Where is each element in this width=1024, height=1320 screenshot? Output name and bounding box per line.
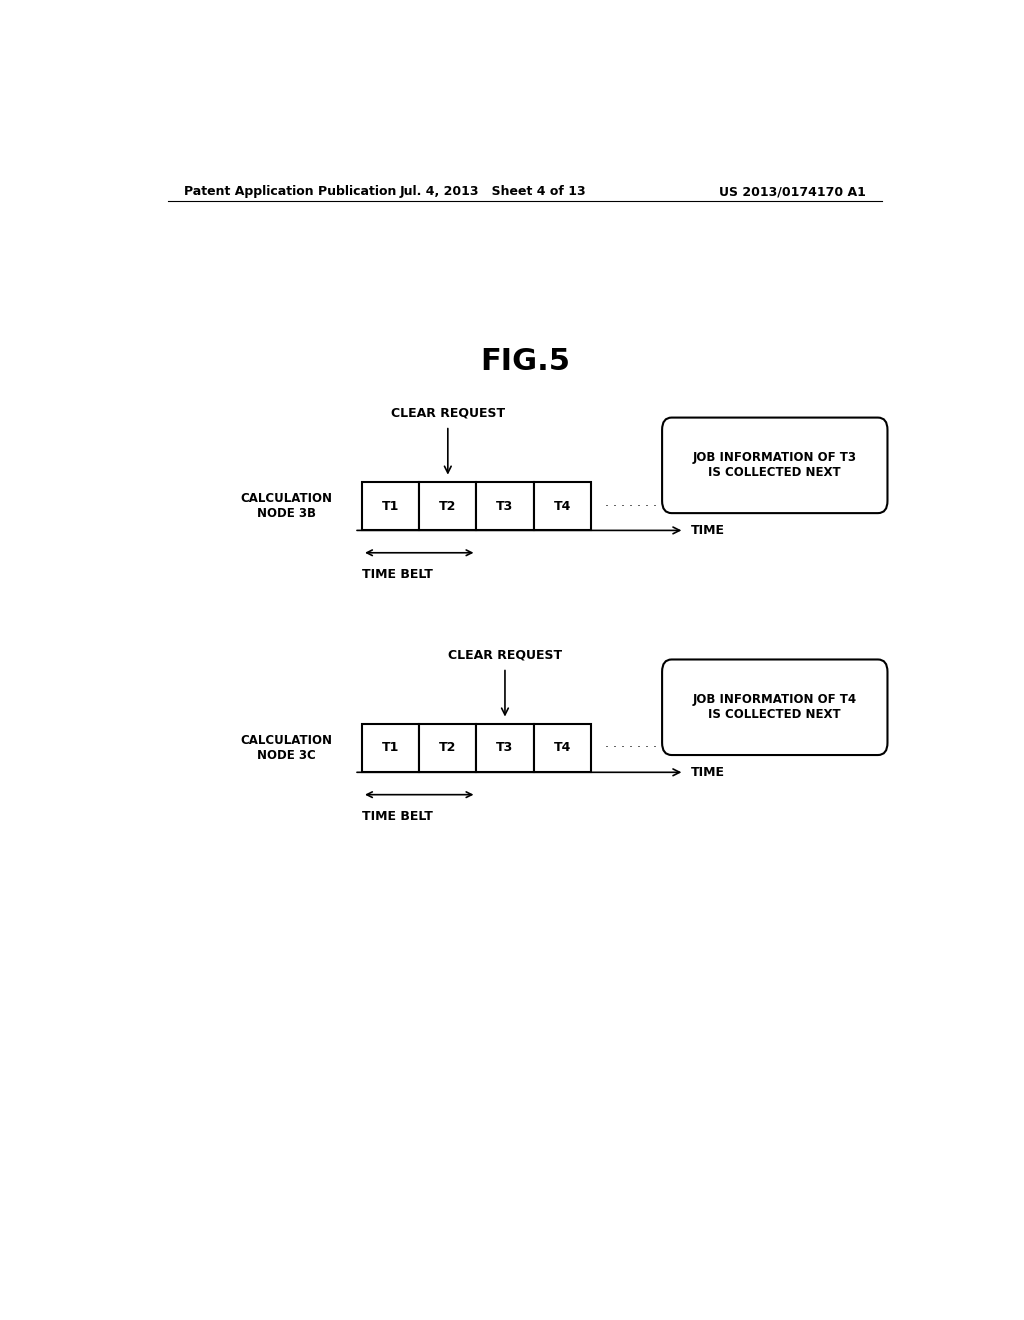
Bar (476, 482, 534, 531)
Text: TIME BELT: TIME BELT (362, 568, 433, 581)
Text: JOB INFORMATION OF T3
IS COLLECTED NEXT: JOB INFORMATION OF T3 IS COLLECTED NEXT (693, 451, 857, 479)
Bar (362, 482, 419, 531)
Text: Patent Application Publication: Patent Application Publication (183, 185, 396, 198)
Text: CLEAR REQUEST: CLEAR REQUEST (391, 407, 505, 420)
Text: · · · · · · ·: · · · · · · · (605, 742, 657, 755)
Text: T2: T2 (439, 499, 457, 512)
Bar (476, 723, 534, 772)
Bar (534, 482, 591, 531)
Text: TIME: TIME (690, 524, 725, 537)
Text: TIME BELT: TIME BELT (362, 810, 433, 822)
Text: JOB INFORMATION OF T4
IS COLLECTED NEXT: JOB INFORMATION OF T4 IS COLLECTED NEXT (692, 693, 857, 721)
Text: T3: T3 (497, 742, 514, 755)
FancyBboxPatch shape (663, 417, 888, 513)
Text: T2: T2 (439, 742, 457, 755)
Bar (534, 723, 591, 772)
Text: US 2013/0174170 A1: US 2013/0174170 A1 (719, 185, 866, 198)
Text: T4: T4 (553, 499, 570, 512)
Text: T1: T1 (382, 499, 399, 512)
Bar (419, 482, 476, 531)
Bar (362, 723, 419, 772)
Text: Jul. 4, 2013   Sheet 4 of 13: Jul. 4, 2013 Sheet 4 of 13 (399, 185, 587, 198)
FancyBboxPatch shape (663, 660, 888, 755)
Text: CALCULATION
NODE 3B: CALCULATION NODE 3B (241, 492, 333, 520)
Text: CALCULATION
NODE 3C: CALCULATION NODE 3C (241, 734, 333, 762)
Text: T1: T1 (382, 742, 399, 755)
Text: FIG.5: FIG.5 (480, 347, 569, 376)
Text: CLEAR REQUEST: CLEAR REQUEST (447, 648, 562, 661)
Bar (419, 723, 476, 772)
Text: TIME: TIME (690, 766, 725, 779)
Text: T3: T3 (497, 499, 514, 512)
Text: T4: T4 (553, 742, 570, 755)
Text: · · · · · · ·: · · · · · · · (605, 499, 657, 512)
